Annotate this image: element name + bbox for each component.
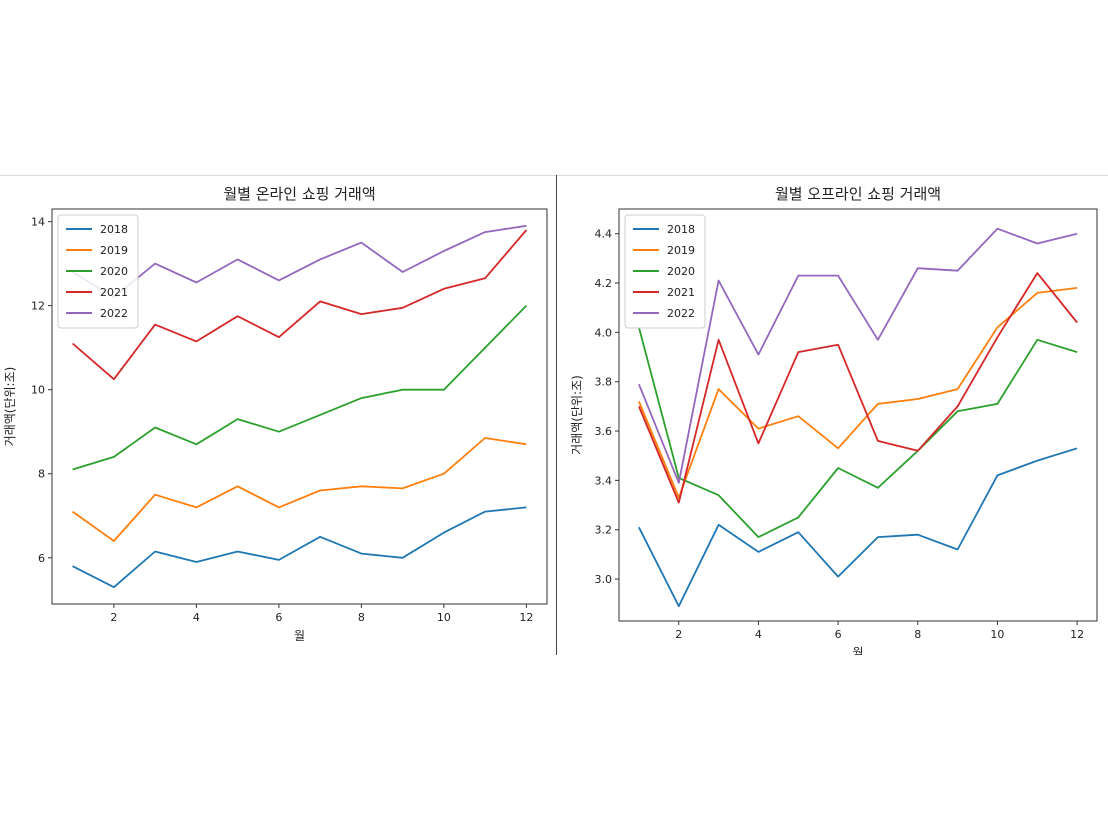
offline-y-tick-label: 4.0 xyxy=(595,326,613,339)
online-x-tick-label: 4 xyxy=(193,611,200,624)
offline-x-tick-label: 6 xyxy=(835,628,842,641)
offline-series-line-2021 xyxy=(638,272,1078,504)
online-y-tick-label: 12 xyxy=(31,300,45,313)
offline-chart-title: 월별 오프라인 쇼핑 거래액 xyxy=(775,185,941,203)
offline-y-axis-label: 거래액(단위:조) xyxy=(570,375,584,455)
offline-x-tick-label: 10 xyxy=(990,628,1004,641)
offline-legend-label-2019: 2019 xyxy=(667,244,695,257)
online-series-line-2020 xyxy=(72,304,528,471)
online-chart-title: 월별 온라인 쇼핑 거래액 xyxy=(223,185,375,203)
online-legend-label-2020: 2020 xyxy=(100,265,128,278)
online-x-axis-label: 월 xyxy=(294,629,305,643)
offline-series-line-2022 xyxy=(638,227,1078,484)
offline-shopping-chart: 월별 오프라인 쇼핑 거래액 2 4 6 8 10 12 3.0 3.2 3.4 3.6 3.8 4.0… xyxy=(570,185,1098,655)
offline-legend: 2018 2019 2020 2021 2022 xyxy=(624,214,706,329)
online-series-line-2018 xyxy=(72,506,527,589)
online-y-axis-label: 거래액(단위:조) xyxy=(3,367,17,447)
offline-y-tick-label: 3.6 xyxy=(595,425,613,438)
online-x-tick-label: 8 xyxy=(358,611,365,624)
offline-series-line-2020 xyxy=(638,327,1078,539)
online-x-tick-label: 2 xyxy=(110,611,117,624)
online-plot-frame xyxy=(51,208,548,605)
offline-legend-label-2021: 2021 xyxy=(667,286,695,299)
online-y-tick-label: 10 xyxy=(31,384,45,397)
offline-series-line-2019 xyxy=(638,287,1078,499)
online-x-tick-label: 6 xyxy=(275,611,282,624)
divider-horizontal xyxy=(0,175,1108,176)
offline-legend-label-2020: 2020 xyxy=(667,265,695,278)
online-x-tick-label: 10 xyxy=(437,611,451,624)
offline-legend-box xyxy=(624,214,706,329)
offline-x-axis-label: 월 xyxy=(852,646,863,655)
offline-x-tick-label: 12 xyxy=(1070,628,1084,641)
offline-legend-label-2018: 2018 xyxy=(667,223,695,236)
offline-plot-frame xyxy=(618,208,1098,622)
offline-x-tick-label: 2 xyxy=(675,628,682,641)
online-y-tick-label: 14 xyxy=(31,216,45,229)
offline-legend-label-2022: 2022 xyxy=(667,307,695,320)
offline-y-tick-label: 3.0 xyxy=(595,573,613,586)
divider-vertical xyxy=(556,175,557,655)
online-legend-label-2021: 2021 xyxy=(100,286,128,299)
offline-y-tick-label: 4.4 xyxy=(595,228,613,241)
offline-y-tick-label: 4.2 xyxy=(595,277,613,290)
online-legend-label-2018: 2018 xyxy=(100,223,128,236)
online-legend-label-2019: 2019 xyxy=(100,244,128,257)
online-series-line-2021 xyxy=(72,229,528,381)
offline-x-tick-label: 8 xyxy=(914,628,921,641)
offline-y-tick-label: 3.2 xyxy=(595,524,613,537)
offline-x-tick-label: 4 xyxy=(755,628,762,641)
online-x-tick-label: 12 xyxy=(519,611,533,624)
online-legend-label-2022: 2022 xyxy=(100,307,128,320)
online-series-line-2019 xyxy=(72,437,527,542)
offline-series-line-2018 xyxy=(638,447,1078,608)
online-series-line-2022 xyxy=(72,224,527,299)
online-y-tick-label: 6 xyxy=(38,552,45,565)
offline-y-tick-label: 3.8 xyxy=(595,376,613,389)
online-legend-box xyxy=(57,214,139,329)
online-legend: 2018 2019 2020 2021 2022 xyxy=(57,214,139,329)
online-shopping-chart: 월별 온라인 쇼핑 거래액 2 4 6 8 10 12 6 8 10 12 14 월 거래액(단위:조) 2… xyxy=(3,185,548,643)
online-y-tick-label: 8 xyxy=(38,468,45,481)
offline-y-tick-label: 3.4 xyxy=(595,474,613,487)
